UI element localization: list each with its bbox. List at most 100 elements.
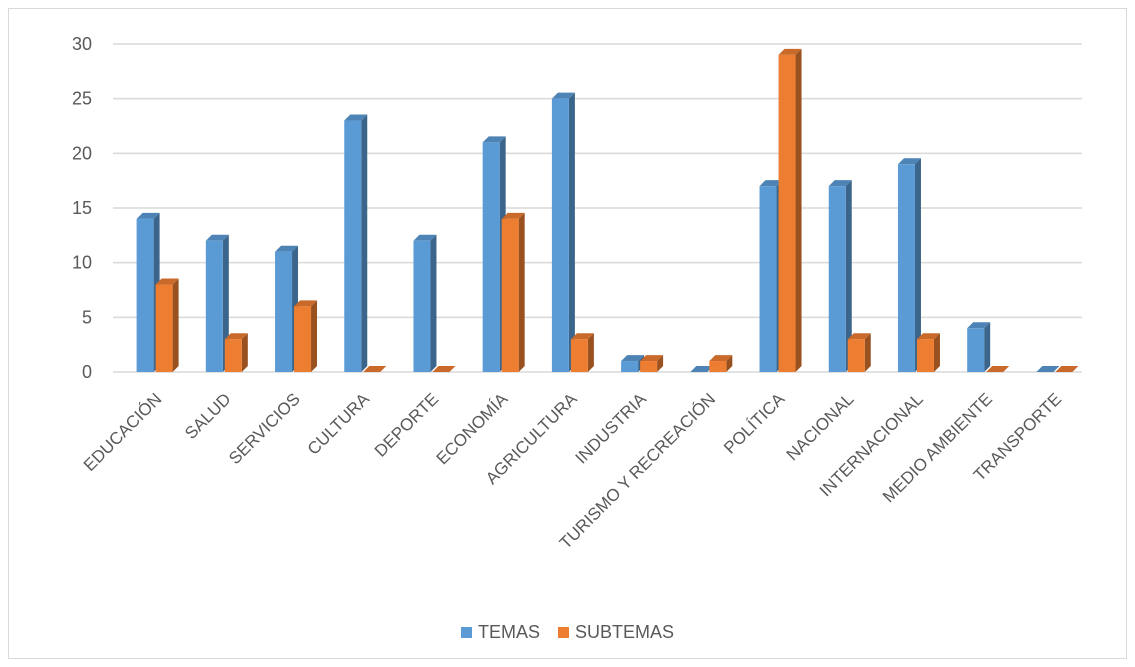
- y-tick-label: 5: [82, 307, 92, 327]
- x-tick-label: POLÍTICA: [720, 389, 789, 458]
- bar-top: [155, 278, 179, 285]
- bar-top: [916, 333, 940, 340]
- y-tick-label: 25: [72, 89, 92, 109]
- bar-subtemas: [847, 333, 871, 372]
- bar-temas: [413, 234, 437, 372]
- y-tick-label: 15: [72, 198, 92, 218]
- bar-top: [344, 114, 368, 121]
- bar-front: [709, 361, 727, 372]
- bar-front: [759, 186, 777, 372]
- bar-front: [294, 306, 312, 372]
- bar-top: [828, 180, 852, 187]
- bar-side: [311, 300, 318, 372]
- bar-top: [1055, 366, 1079, 372]
- bar-temas: [344, 114, 368, 373]
- bar-top: [986, 366, 1010, 372]
- bar-temas: [897, 158, 921, 372]
- bar-subtemas: [709, 355, 733, 372]
- legend-item: SUBTEMAS: [557, 621, 675, 643]
- bar-top: [224, 333, 248, 340]
- bar-subtemas: [224, 333, 248, 372]
- bar-side: [795, 48, 802, 372]
- bar-front: [640, 361, 658, 372]
- bar-temas: [967, 322, 991, 372]
- bar-front: [828, 186, 846, 372]
- bar-subtemas: [640, 355, 664, 372]
- bar-front: [501, 218, 519, 372]
- x-tick-label: DEPORTE: [371, 389, 442, 460]
- bar-top: [690, 366, 714, 372]
- bar-top: [640, 355, 664, 362]
- legend-label: TEMAS: [477, 621, 540, 642]
- x-tick-label: SALUD: [181, 389, 235, 443]
- bar-side: [587, 333, 594, 372]
- bar-subtemas: [432, 366, 456, 372]
- bar-side: [172, 278, 179, 372]
- bar-top: [759, 180, 783, 187]
- bar-front: [570, 339, 588, 372]
- x-tick-label: NACIONAL: [783, 389, 858, 464]
- bar-subtemas: [294, 300, 318, 372]
- bar-top: [136, 212, 160, 219]
- x-tick-label: SERVICIOS: [225, 389, 304, 468]
- bar-side: [657, 355, 664, 372]
- bar-front: [967, 328, 985, 372]
- bar-temas: [1036, 366, 1060, 372]
- bar-front: [413, 240, 431, 372]
- bar-top: [432, 366, 456, 372]
- bar-subtemas: [1055, 366, 1079, 372]
- legend-label: SUBTEMAS: [574, 621, 675, 642]
- bar-side: [864, 333, 871, 372]
- y-tick-label: 0: [82, 362, 92, 382]
- bar-side: [914, 158, 921, 372]
- bar-subtemas: [501, 212, 525, 372]
- bar-top: [205, 234, 229, 241]
- bar-front: [205, 240, 223, 372]
- bar-side: [845, 180, 852, 372]
- bar-top: [1036, 366, 1060, 372]
- bar-front: [224, 339, 242, 372]
- bar-temas: [828, 180, 852, 372]
- bar-top: [482, 136, 506, 143]
- bar-top: [621, 355, 645, 362]
- legend-swatch: [460, 626, 472, 638]
- bar-top: [967, 322, 991, 329]
- bar-top: [709, 355, 733, 362]
- legend-item: TEMAS: [460, 621, 540, 643]
- bar-top: [570, 333, 594, 340]
- bar-top: [413, 234, 437, 241]
- bar-top: [275, 245, 299, 252]
- bar-subtemas: [916, 333, 940, 372]
- bar-side: [933, 333, 940, 372]
- bar-top: [294, 300, 318, 307]
- bar-front: [344, 120, 362, 373]
- x-tick-label: CULTURA: [304, 389, 374, 459]
- bar-subtemas: [778, 48, 802, 372]
- bar-side: [361, 114, 368, 373]
- bar-top: [897, 158, 921, 165]
- bar-side: [726, 355, 733, 372]
- bar-temas: [551, 92, 575, 373]
- bar-side: [430, 234, 437, 372]
- bar-front: [136, 218, 154, 372]
- bar-front: [482, 142, 500, 372]
- bar-top: [778, 48, 802, 55]
- bar-top: [501, 212, 525, 219]
- bar-front: [621, 361, 639, 372]
- bar-side: [518, 212, 525, 372]
- bar-temas: [690, 366, 714, 372]
- bar-front: [897, 164, 915, 372]
- y-tick-label: 20: [72, 143, 92, 163]
- x-tick-label: EDUCACIÓN: [80, 389, 166, 475]
- bar-top: [363, 366, 387, 372]
- bar-side: [241, 333, 248, 372]
- bar-top: [551, 92, 575, 99]
- bar-side: [984, 322, 991, 372]
- bar-top: [847, 333, 871, 340]
- y-tick-label: 10: [72, 253, 92, 273]
- y-tick-label: 30: [72, 34, 92, 54]
- bar-front: [155, 284, 173, 372]
- bar-front: [778, 54, 796, 372]
- bar-side: [568, 92, 575, 373]
